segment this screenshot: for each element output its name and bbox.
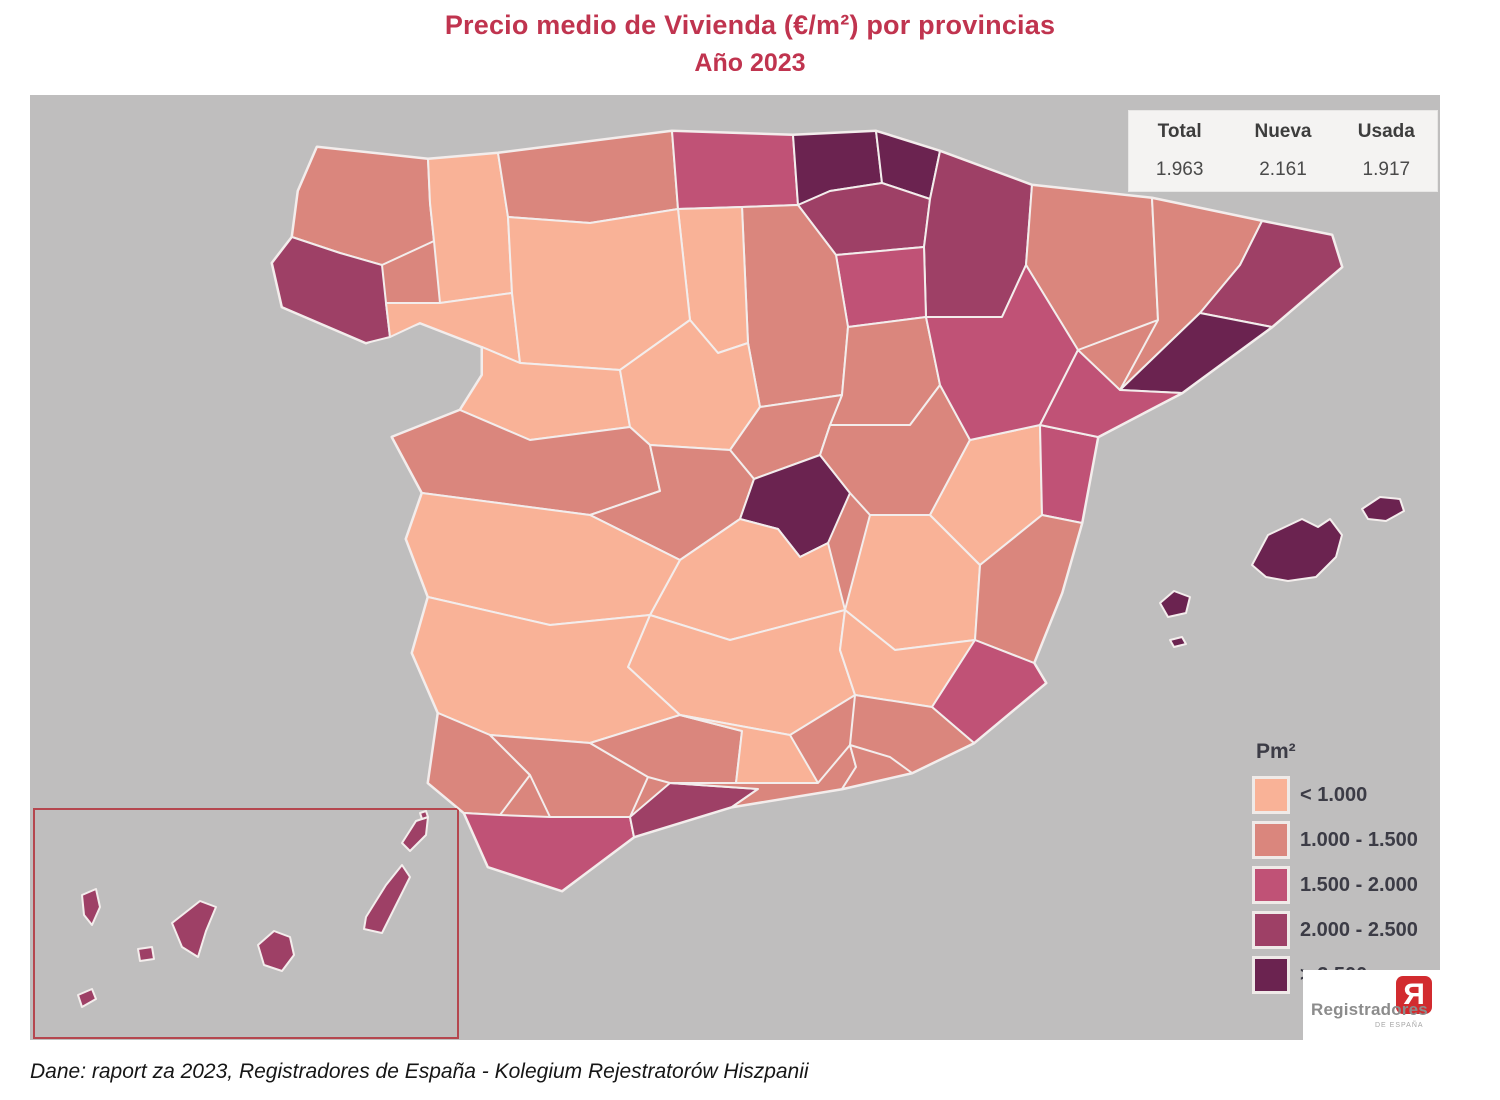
- stat-total-value: 1.963: [1155, 159, 1204, 180]
- province-santa-cruz-de-tenerife: [81, 888, 101, 926]
- province-la-rioja: [835, 246, 927, 328]
- stat-nueva: Nueva 2.161: [1231, 121, 1334, 181]
- province-alicante: [931, 639, 1047, 744]
- stat-nueva-value: 2.161: [1259, 159, 1307, 180]
- province-huesca: [1025, 184, 1159, 351]
- province-las-palmas: [401, 816, 429, 852]
- province-tarragona: [1039, 349, 1183, 438]
- registradores-logo-subtitle: DE ESPAÑA: [1375, 1022, 1424, 1029]
- stat-total: Total 1.963: [1128, 121, 1231, 181]
- registradores-logo: R Registradores DE ESPAÑA: [1303, 970, 1440, 1040]
- spain-choropleth-map: Total 1.963 Nueva 2.161 Usada 1.917 Pm² …: [30, 95, 1440, 1040]
- legend-label-cat4: 2.000 - 2.500: [1300, 918, 1418, 941]
- registradores-logo-name: Registradores: [1311, 1000, 1428, 1019]
- legend-swatch-cat3: [1252, 866, 1290, 904]
- map-title: Precio medio de Vivienda (€/m²) por prov…: [444, 10, 1056, 40]
- province-santa-cruz-de-tenerife: [77, 988, 97, 1008]
- canary-islands-inset-frame: [33, 808, 459, 1039]
- stat-usada-label: Usada: [1357, 121, 1415, 142]
- legend-items: < 1.000 1.000 - 1.500 1.500 - 2.000 2.000 -…: [1252, 776, 1418, 994]
- stat-total-label: Total: [1157, 121, 1202, 142]
- legend: Pm² < 1.000 1.000 - 1.500 1.500 - 2.000 2.0…: [1252, 740, 1418, 1001]
- legend-swatch-cat5: [1252, 956, 1290, 994]
- province-almeria: [841, 744, 913, 790]
- province-baleares: [1159, 590, 1191, 618]
- province-lugo: [427, 152, 513, 304]
- legend-swatch-cat4: [1252, 911, 1290, 949]
- province-baleares: [1169, 636, 1187, 648]
- province-las-palmas: [257, 930, 295, 972]
- legend-row-cat3: 1.500 - 2.000: [1252, 866, 1418, 904]
- province-las-palmas: [419, 810, 429, 820]
- province-castellon: [1039, 424, 1099, 524]
- stat-usada: Usada 1.917: [1335, 121, 1438, 181]
- legend-row-cat4: 2.000 - 2.500: [1252, 911, 1418, 949]
- source-caption: Dane: raport za 2023, Registradores de E…: [30, 1060, 809, 1083]
- legend-swatch-cat1: [1252, 776, 1290, 814]
- stats-panel: Total 1.963 Nueva 2.161 Usada 1.917: [1128, 110, 1438, 192]
- province-ourense: [385, 292, 521, 364]
- map-subtitle-year: Año 2023: [694, 49, 806, 77]
- title-block: Precio medio de Vivienda (€/m²) por prov…: [0, 10, 1500, 78]
- province-las-palmas: [363, 864, 411, 934]
- legend-swatch-cat2: [1252, 821, 1290, 859]
- province-asturias: [497, 130, 679, 224]
- legend-row-cat2: 1.000 - 1.500: [1252, 821, 1418, 859]
- stat-nueva-label: Nueva: [1254, 121, 1312, 142]
- legend-label-cat1: < 1.000: [1300, 783, 1368, 806]
- province-baleares: [1361, 496, 1405, 522]
- province-santa-cruz-de-tenerife: [171, 900, 217, 958]
- legend-title: Pm²: [1256, 740, 1296, 763]
- province-baleares: [1251, 518, 1343, 582]
- province-cantabria: [671, 130, 799, 210]
- province-santa-cruz-de-tenerife: [137, 946, 155, 962]
- stat-usada-value: 1.917: [1362, 159, 1411, 180]
- legend-label-cat2: 1.000 - 1.500: [1300, 828, 1418, 851]
- legend-label-cat3: 1.500 - 2.000: [1300, 873, 1418, 896]
- legend-row-cat1: < 1.000: [1252, 776, 1418, 814]
- province-cadiz: [463, 812, 635, 892]
- map-canvas: [33, 129, 1405, 1039]
